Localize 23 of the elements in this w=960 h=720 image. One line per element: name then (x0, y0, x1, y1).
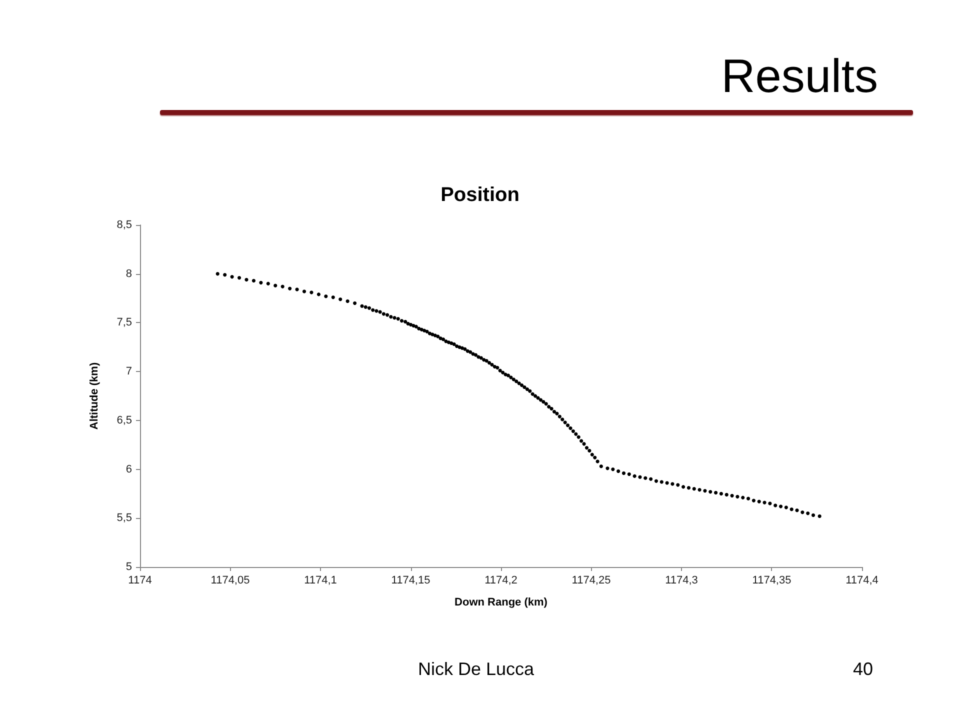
x-axis-title: Down Range (km) (454, 596, 548, 608)
y-tick-label: 5,5 (116, 512, 132, 524)
y-tick-label: 7,5 (116, 316, 132, 329)
text: 40 (852, 659, 873, 680)
x-tick-label: 1174,15 (391, 574, 430, 586)
x-tick-label: 1174,1 (304, 574, 337, 586)
text: Nick De Lucca (418, 659, 534, 680)
y-tick-label: 5 (126, 561, 132, 573)
text: Results (721, 49, 878, 102)
chart-title: Position (440, 184, 520, 206)
x-tick-label: 1174,3 (665, 574, 698, 586)
x-tick-label: 1174,2 (484, 574, 518, 586)
x-tick-label: 1174 (128, 574, 152, 586)
y-tick-label: 8,5 (116, 219, 132, 231)
x-tick-label: 1174,35 (752, 574, 792, 586)
y-tick-label: 6 (126, 463, 132, 476)
x-tick-label: 1174,4 (846, 574, 878, 586)
y-tick-label: 6,5 (116, 414, 132, 426)
x-tick-label: 1174,25 (572, 574, 611, 586)
x-tick-label: 1174,05 (210, 574, 250, 586)
y-axis-title: Altitude (km) (88, 362, 100, 430)
y-tick-label: 7 (126, 366, 132, 378)
y-tick-label: 8 (126, 268, 132, 280)
